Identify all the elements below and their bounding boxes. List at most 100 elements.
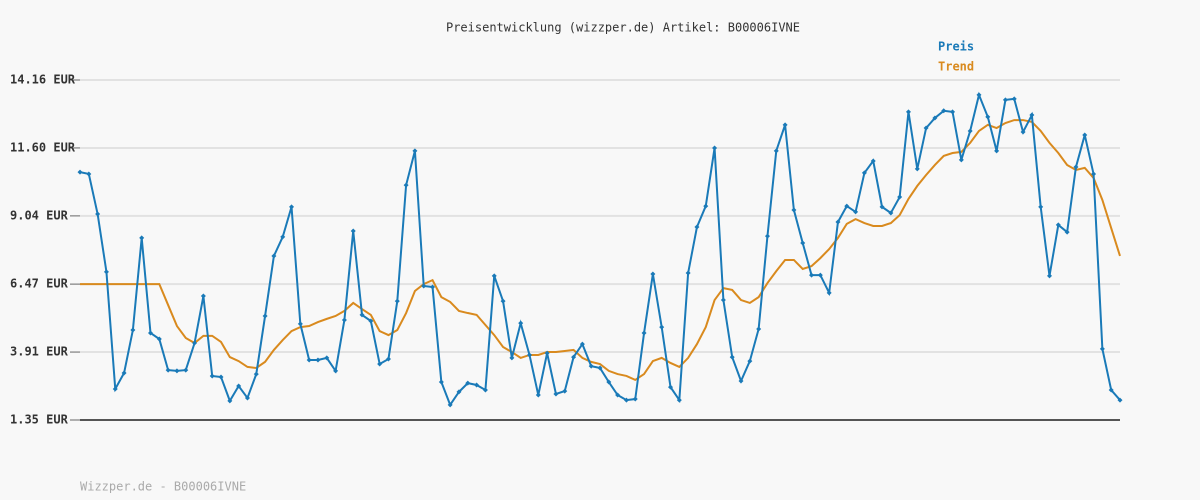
point — [535, 392, 541, 398]
point — [932, 115, 938, 121]
point — [623, 397, 629, 403]
point — [289, 204, 295, 210]
point — [1073, 164, 1079, 170]
point — [403, 182, 409, 188]
point — [861, 170, 867, 176]
point — [148, 330, 154, 336]
point — [465, 380, 471, 386]
point — [112, 386, 118, 392]
footer: Wizzper.de - B00006IVNE — [80, 480, 246, 494]
point — [650, 271, 656, 277]
point — [985, 114, 991, 120]
y-tick-label: 9.04 EUR — [10, 208, 69, 222]
point — [1064, 229, 1070, 235]
point — [306, 357, 312, 363]
point — [1082, 132, 1088, 138]
point — [200, 293, 206, 299]
point — [967, 128, 973, 134]
point — [491, 273, 497, 279]
point — [976, 92, 982, 98]
point — [77, 169, 83, 175]
point — [914, 166, 920, 172]
point — [835, 219, 841, 225]
point — [103, 269, 109, 275]
point — [720, 297, 726, 303]
point — [562, 388, 568, 394]
point — [729, 354, 735, 360]
point — [1029, 112, 1035, 118]
point — [1011, 96, 1017, 102]
chart-title: Preisentwicklung (wizzper.de) Artikel: B… — [446, 21, 800, 35]
point — [571, 354, 577, 360]
point — [236, 383, 242, 389]
point — [950, 109, 956, 115]
point — [333, 368, 339, 374]
y-tick-label: 1.35 EUR — [10, 413, 69, 427]
point — [870, 158, 876, 164]
point — [597, 365, 603, 371]
point — [95, 211, 101, 217]
point — [324, 355, 330, 361]
point — [412, 148, 418, 154]
point — [174, 368, 180, 374]
point — [756, 326, 762, 332]
point — [941, 108, 947, 114]
point — [641, 330, 647, 336]
point — [994, 148, 1000, 154]
point — [526, 352, 532, 358]
series-line — [80, 119, 1121, 382]
point — [165, 367, 171, 373]
point — [905, 109, 911, 115]
point — [447, 402, 453, 408]
point — [712, 145, 718, 151]
point — [1002, 97, 1008, 103]
point — [1091, 171, 1097, 177]
point — [773, 148, 779, 154]
point — [377, 361, 383, 367]
point — [579, 341, 585, 347]
point — [782, 122, 788, 128]
point — [218, 374, 224, 380]
point — [588, 363, 594, 369]
y-tick-label: 6.47 EUR — [10, 277, 69, 291]
legend-label: Trend — [938, 60, 974, 74]
y-tick-label: 14.16 EUR — [10, 73, 76, 87]
point — [826, 290, 832, 296]
point — [359, 312, 365, 318]
point — [879, 204, 885, 210]
y-tick-label: 3.91 EUR — [10, 345, 69, 359]
point — [368, 318, 374, 324]
point — [280, 234, 286, 240]
point — [703, 203, 709, 209]
point — [227, 398, 233, 404]
point — [350, 228, 356, 234]
point — [1108, 387, 1114, 393]
point — [1046, 273, 1052, 279]
point — [747, 358, 753, 364]
point — [632, 396, 638, 402]
point — [544, 350, 550, 356]
point — [853, 209, 859, 215]
y-tick-label: 11.60 EUR — [10, 140, 76, 154]
point — [659, 324, 665, 330]
point — [923, 125, 929, 131]
point — [694, 224, 700, 230]
point — [244, 395, 250, 401]
point — [606, 379, 612, 385]
point — [1055, 222, 1061, 228]
point — [297, 321, 303, 327]
point — [500, 298, 506, 304]
point — [685, 270, 691, 276]
point — [1099, 346, 1105, 352]
point — [192, 340, 198, 346]
point — [430, 284, 436, 290]
point — [668, 384, 674, 390]
point — [800, 240, 806, 246]
point — [456, 389, 462, 395]
point — [615, 392, 621, 398]
point — [844, 203, 850, 209]
point — [897, 194, 903, 200]
point — [817, 272, 823, 278]
point — [764, 233, 770, 239]
